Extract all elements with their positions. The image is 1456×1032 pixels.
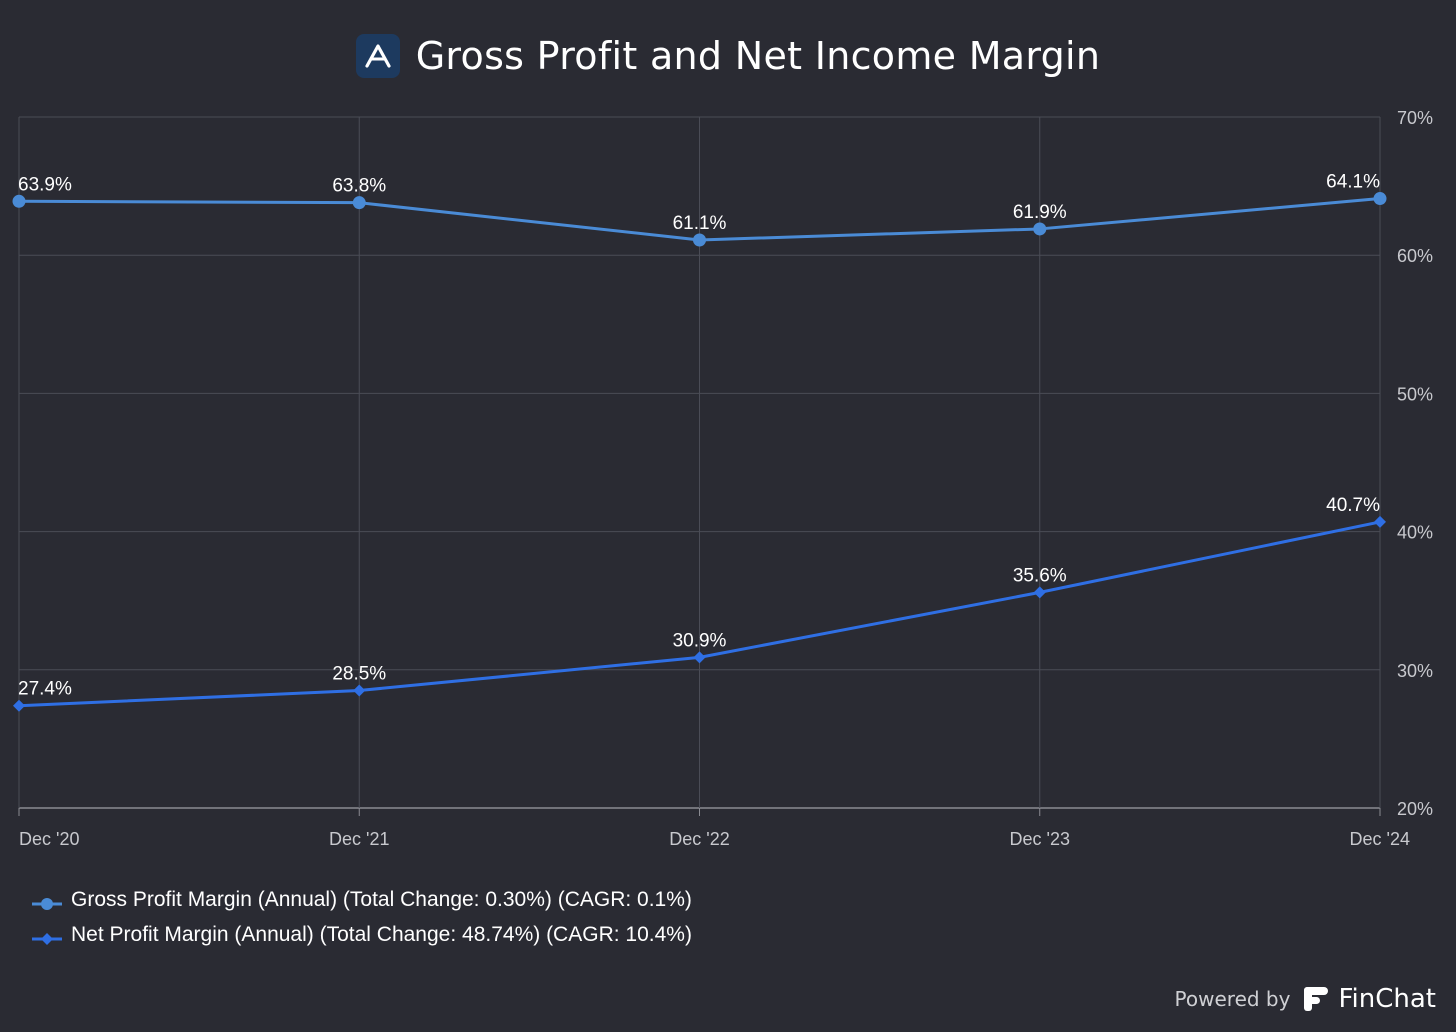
x-tick-label: Dec '23 bbox=[1010, 829, 1070, 849]
data-point-gross[interactable] bbox=[12, 194, 26, 208]
y-tick-label: 20% bbox=[1397, 799, 1433, 819]
data-point-gross[interactable] bbox=[1373, 192, 1387, 206]
y-tick-label: 40% bbox=[1397, 523, 1433, 543]
data-label: 40.7% bbox=[1326, 495, 1380, 516]
x-tick-label: Dec '22 bbox=[669, 829, 729, 849]
data-point-net[interactable] bbox=[1033, 586, 1046, 599]
data-label: 61.1% bbox=[673, 213, 727, 234]
legend-swatch-diamond-icon bbox=[32, 928, 62, 945]
data-label: 63.9% bbox=[18, 174, 72, 195]
data-point-gross[interactable] bbox=[352, 196, 366, 210]
chart-title: Gross Profit and Net Income Margin bbox=[415, 34, 1101, 78]
data-label: 28.5% bbox=[332, 664, 386, 685]
finchat-logo-icon bbox=[1304, 987, 1329, 1011]
a-logo-icon bbox=[355, 34, 400, 78]
data-point-gross[interactable] bbox=[1033, 222, 1047, 236]
data-label: 27.4% bbox=[18, 679, 72, 700]
data-label: 64.1% bbox=[1326, 172, 1380, 193]
data-label: 35.6% bbox=[1013, 565, 1067, 586]
powered-by-text: Powered by bbox=[1174, 987, 1291, 1011]
x-tick-label: Dec '21 bbox=[329, 829, 389, 849]
data-label: 30.9% bbox=[673, 630, 727, 651]
x-tick-label: Dec '24 bbox=[1350, 829, 1410, 849]
title-bar: Gross Profit and Net Income Margin bbox=[0, 34, 1456, 78]
legend-item-net[interactable]: Net Profit Margin (Annual) (Total Change… bbox=[32, 917, 692, 952]
finchat-brand: FinChat bbox=[1338, 984, 1436, 1014]
line-chart: 20% 30% 40% 50% 60% 70% Dec '20 Dec '21 Dec '22 D… bbox=[12, 108, 1433, 849]
y-tick-label: 60% bbox=[1397, 246, 1433, 266]
data-label: 61.9% bbox=[1013, 202, 1067, 223]
y-tick-label: 70% bbox=[1397, 108, 1433, 128]
legend-swatch-circle-icon bbox=[32, 893, 62, 910]
chart-legend: Gross Profit Margin (Annual) (Total Chan… bbox=[32, 882, 692, 952]
data-point-net[interactable] bbox=[13, 699, 25, 712]
x-tick-label: Dec '20 bbox=[19, 829, 79, 849]
footer: Powered by FinChat bbox=[1175, 984, 1436, 1014]
legend-item-gross[interactable]: Gross Profit Margin (Annual) (Total Chan… bbox=[32, 882, 692, 917]
data-point-net[interactable] bbox=[353, 684, 366, 697]
data-point-net[interactable] bbox=[693, 651, 706, 664]
data-point-gross[interactable] bbox=[693, 233, 706, 247]
y-tick-label: 30% bbox=[1397, 661, 1433, 681]
data-label: 63.8% bbox=[332, 176, 386, 197]
legend-label-net: Net Profit Margin (Annual) (Total Change… bbox=[71, 922, 692, 946]
data-point-net[interactable] bbox=[1374, 515, 1386, 528]
y-tick-label: 50% bbox=[1397, 384, 1433, 404]
legend-label-gross: Gross Profit Margin (Annual) (Total Chan… bbox=[71, 887, 692, 911]
